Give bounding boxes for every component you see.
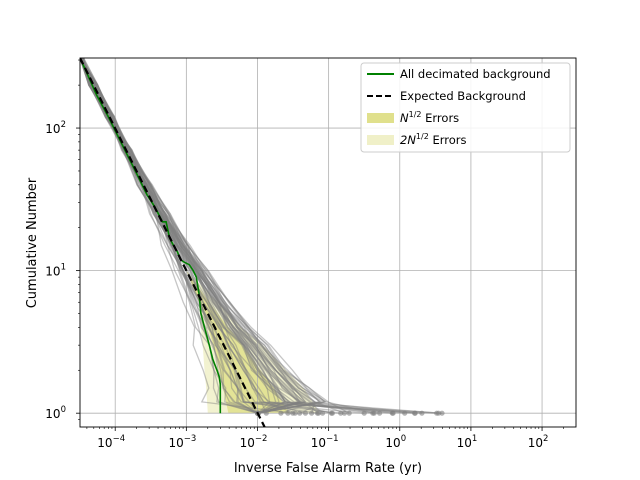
- realization-line: [80, 58, 373, 414]
- realization-endpoint: [290, 410, 296, 416]
- realization-line: [80, 58, 415, 414]
- realization-line: [80, 58, 280, 414]
- realization-line: [80, 58, 327, 414]
- realization-endpoint: [309, 410, 315, 416]
- realization-line: [81, 58, 292, 414]
- realization-line: [81, 58, 302, 414]
- realization-endpoint: [263, 410, 269, 416]
- realization-line: [80, 58, 324, 414]
- realization-line: [81, 58, 394, 414]
- realization-line: [80, 58, 258, 414]
- realization-endpoint: [377, 410, 383, 416]
- realization-endpoint: [341, 410, 347, 416]
- realization-endpoint: [346, 410, 352, 416]
- realization-line: [80, 58, 316, 414]
- plot-frame: [79, 57, 577, 428]
- realization-endpoint: [412, 410, 418, 416]
- realization-line: [80, 58, 258, 414]
- realization-endpoint: [419, 410, 425, 416]
- realization-endpoint: [338, 410, 344, 416]
- realization-line: [80, 58, 267, 414]
- realization-line: [80, 58, 319, 414]
- realization-endpoint: [285, 410, 291, 416]
- realization-line: [80, 58, 307, 414]
- legend-swatch-patch: [367, 113, 394, 123]
- realization-line: [80, 58, 416, 414]
- realization-endpoint: [315, 410, 322, 416]
- legend-label: N1/2 Errors: [400, 110, 459, 125]
- legend-label: Expected Background: [400, 89, 526, 103]
- realization-endpoint: [297, 410, 303, 416]
- realization-endpoint: [439, 410, 445, 416]
- realization-endpoint: [320, 410, 326, 416]
- x-axis-label: Inverse False Alarm Rate (yr): [234, 461, 422, 476]
- legend-label: 2N1/2 Errors: [400, 132, 466, 147]
- realization-line: [82, 58, 259, 414]
- realization-line: [80, 58, 302, 414]
- realization-endpoint: [390, 410, 396, 416]
- realization-line: [82, 58, 327, 414]
- realization-endpoint: [361, 410, 367, 416]
- legend-swatch-patch: [367, 135, 394, 145]
- realization-line: [80, 58, 306, 414]
- y-axis-label: Cumulative Number: [25, 177, 40, 308]
- realization-endpoint: [370, 410, 376, 416]
- realization-endpoint: [402, 410, 408, 416]
- realization-line: [80, 58, 300, 414]
- realization-line: [80, 58, 259, 414]
- realization-endpoint: [329, 410, 335, 416]
- series-layer: [80, 58, 266, 427]
- realization-endpoint: [278, 410, 284, 416]
- legend-label: All decimated background: [400, 67, 551, 81]
- realization-line: [80, 58, 296, 414]
- expected-background-line: [80, 58, 266, 427]
- realization-endpoint: [302, 410, 308, 416]
- legend: All decimated background Expected Backgro…: [360, 62, 571, 153]
- legend-box: [360, 62, 571, 153]
- realization-line: [81, 58, 303, 414]
